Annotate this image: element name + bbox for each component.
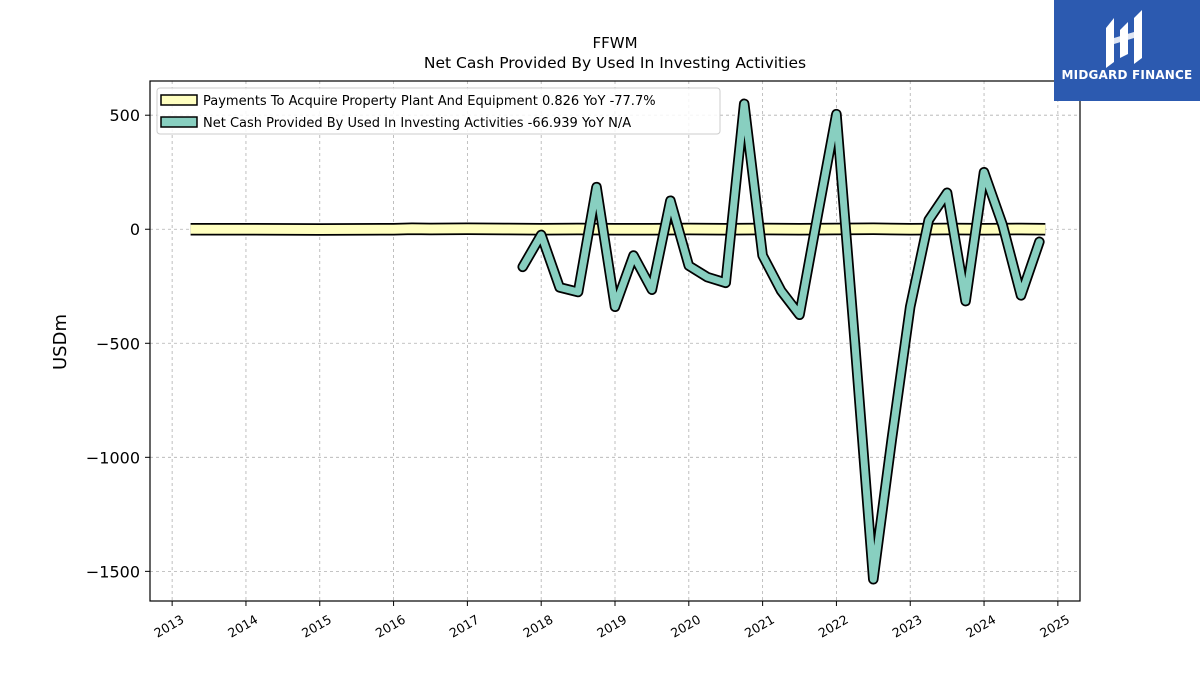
legend-swatch bbox=[160, 94, 198, 106]
y-tick-label: −500 bbox=[96, 334, 140, 353]
logo-mark-icon bbox=[1106, 10, 1142, 68]
midgard-finance-logo: MIDGARD FINANCE bbox=[1054, 0, 1200, 101]
axis-ticks: 2013 2014 2015 2016 2017 2018 2019 2020 2021 2022… bbox=[86, 106, 1072, 640]
x-tick-label: 2015 bbox=[299, 612, 334, 641]
series-layer bbox=[190, 98, 1046, 585]
x-tick-label: 2025 bbox=[1037, 612, 1072, 641]
legend-box bbox=[156, 87, 721, 135]
series-1-line bbox=[519, 100, 1043, 583]
legend-entry: Payments To Acquire Property Plant And E… bbox=[203, 94, 656, 109]
x-tick-label: 2017 bbox=[447, 612, 482, 641]
grid bbox=[150, 81, 1080, 601]
x-tick-label: 2021 bbox=[742, 612, 777, 641]
y-tick-label: 0 bbox=[130, 220, 140, 239]
legend-entry: Net Cash Provided By Used In Investing A… bbox=[203, 116, 631, 131]
x-tick-label: 2020 bbox=[668, 612, 703, 641]
x-tick-label: 2022 bbox=[816, 612, 851, 641]
x-tick-label: 2024 bbox=[963, 612, 998, 641]
logo-text: MIDGARD FINANCE bbox=[1061, 68, 1193, 82]
x-tick-label: 2013 bbox=[151, 612, 186, 641]
x-tick-label: 2018 bbox=[520, 612, 555, 641]
x-tick-label: 2014 bbox=[225, 612, 260, 641]
x-tick-label: 2019 bbox=[594, 612, 629, 641]
legend-swatch bbox=[160, 116, 198, 128]
x-tick-label: 2023 bbox=[889, 612, 924, 641]
y-axis-label: USDm bbox=[50, 314, 71, 370]
chart-title: FFWM bbox=[592, 34, 637, 52]
y-tick-label: −1500 bbox=[86, 562, 140, 581]
y-tick-label: 500 bbox=[109, 106, 140, 125]
series-1-outline bbox=[517, 98, 1045, 585]
series-0-line bbox=[190, 224, 1046, 234]
chart-subtitle: Net Cash Provided By Used In Investing A… bbox=[424, 54, 806, 72]
y-tick-label: −1000 bbox=[86, 448, 140, 467]
legend: Payments To Acquire Property Plant And E… bbox=[156, 87, 721, 135]
x-tick-label: 2016 bbox=[373, 612, 408, 641]
